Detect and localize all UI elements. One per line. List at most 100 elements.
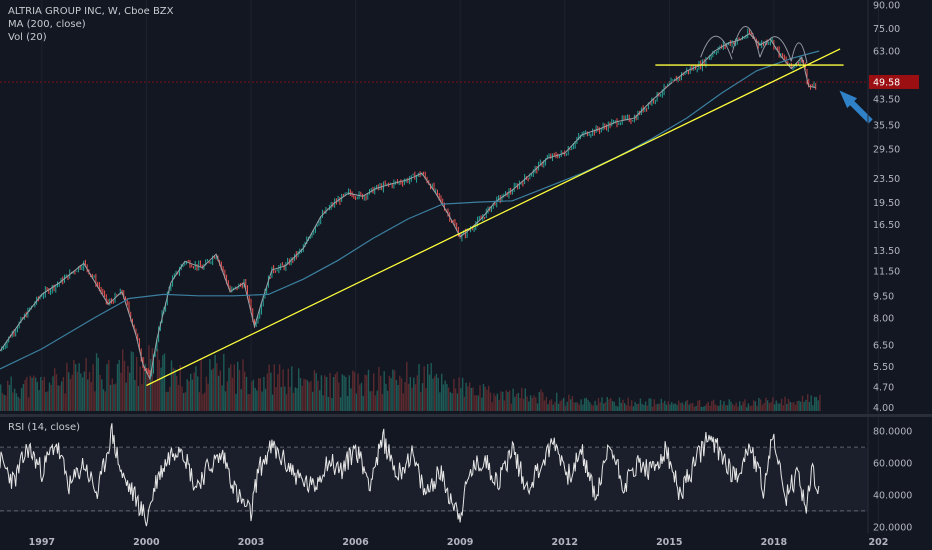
- volume-bar: [634, 401, 636, 411]
- volume-bar: [181, 386, 183, 411]
- volume-bar: [411, 387, 413, 411]
- volume-bar: [603, 403, 605, 411]
- volume-bar: [329, 373, 331, 411]
- volume-bar: [545, 396, 547, 411]
- volume-bar: [414, 384, 417, 411]
- volume-bar: [583, 398, 586, 411]
- volume-bar: [692, 403, 694, 411]
- volume-bar: [620, 402, 622, 411]
- legend-rsi[interactable]: RSI (14, close): [8, 422, 81, 433]
- volume-bar: [325, 377, 328, 411]
- volume-bar: [116, 363, 119, 411]
- time-axis[interactable]: 1997 2000 2003 2006 2009 2012 2015 2018 202: [29, 537, 889, 548]
- volume-bar: [244, 371, 246, 411]
- volume-bar: [730, 401, 732, 411]
- volume-bar: [130, 351, 133, 411]
- legend-ma[interactable]: MA (200, close): [8, 19, 86, 30]
- volume-bar: [468, 382, 471, 411]
- volume-bar: [120, 372, 122, 411]
- volume-bar: [723, 401, 725, 411]
- volume-bar: [735, 402, 737, 411]
- volume-bar: [327, 397, 330, 411]
- volume-bar: [817, 400, 819, 411]
- volume-bar: [765, 397, 767, 411]
- price-series-line: [0, 33, 816, 381]
- volume-bar: [479, 385, 481, 411]
- volume-bar: [672, 404, 675, 411]
- volume-bar: [285, 394, 288, 411]
- volume-bar: [428, 374, 431, 411]
- legend-symbol[interactable]: ALTRIA GROUP INC, W, Cboe BZX: [8, 6, 174, 17]
- volume-bar: [610, 398, 612, 411]
- price-tick-label: 13.50: [873, 246, 900, 257]
- volume-bar: [38, 390, 40, 411]
- volume-bar: [1, 393, 4, 411]
- volume-bar: [519, 398, 521, 411]
- volume-bar: [592, 405, 594, 411]
- volume-bar: [291, 366, 293, 411]
- price-tick-label: 8.00: [873, 314, 894, 325]
- volume-bar: [467, 386, 469, 411]
- volume-bar: [777, 403, 779, 411]
- volume-bar: [191, 379, 194, 411]
- volume-bar: [521, 387, 523, 411]
- volume-bar: [810, 395, 812, 411]
- volume-bar: [87, 379, 89, 411]
- volume-bar: [13, 388, 16, 411]
- volume-bar: [432, 378, 434, 411]
- volume-bar: [712, 399, 715, 411]
- volume-bar: [664, 400, 666, 411]
- volume-bar: [407, 383, 410, 411]
- volume-bar: [451, 393, 453, 411]
- price-tick-label: 43.50: [873, 94, 900, 105]
- volume-bar: [155, 380, 157, 411]
- volume-bar: [122, 349, 124, 411]
- volume-bar: [92, 364, 94, 411]
- volume-bar: [651, 406, 654, 411]
- volume-bar: [136, 356, 138, 411]
- volume-bar: [373, 373, 375, 411]
- volume-bar: [305, 379, 307, 411]
- volume-bar: [707, 401, 709, 411]
- volume-bar: [596, 405, 598, 411]
- volume-bar: [393, 370, 396, 411]
- volume-bar: [31, 377, 33, 411]
- volume-bar: [812, 405, 814, 411]
- legend-vol[interactable]: Vol (20): [8, 32, 47, 43]
- volume-bar: [427, 364, 429, 411]
- volume-bar: [386, 390, 389, 411]
- volume-bar: [352, 370, 354, 411]
- volume-bar: [289, 386, 291, 411]
- volume-bar: [224, 391, 227, 411]
- price-tick-label: 5.50: [873, 362, 894, 373]
- volume-bar: [123, 360, 126, 411]
- volume-bar: [570, 399, 572, 411]
- price-axis[interactable]: 90.00 75.00 63.00 49.58 43.50 35.50 29.50 23.50…: [869, 0, 919, 414]
- volume-bar: [8, 384, 11, 411]
- volume-bar: [678, 400, 680, 411]
- support-trendline: [146, 48, 841, 387]
- time-tick-label: 2015: [656, 537, 682, 548]
- volume-bar: [141, 384, 143, 411]
- volume-bar: [549, 400, 551, 411]
- volume-bar: [507, 392, 509, 411]
- volume-bar: [449, 392, 452, 411]
- volume-bar: [404, 382, 406, 411]
- volume-bar: [580, 399, 582, 411]
- volume-bar: [76, 371, 79, 411]
- volume-bar: [500, 391, 502, 411]
- volume-bar: [339, 397, 342, 411]
- volume-bar: [434, 376, 436, 411]
- volume-bar: [209, 359, 211, 411]
- volume-bar: [533, 395, 535, 411]
- volume-bar: [772, 397, 774, 411]
- volume-bar: [566, 401, 568, 411]
- volume-bar: [223, 353, 225, 411]
- rsi-axis[interactable]: 80.0000 60.0000 40.0000 20.0000: [873, 427, 912, 534]
- volume-bar: [36, 381, 38, 411]
- volume-bar: [134, 379, 136, 411]
- volume-bar: [705, 403, 708, 411]
- volume-bar: [456, 393, 459, 411]
- volume-bar: [526, 396, 528, 411]
- volume-bar: [491, 402, 493, 411]
